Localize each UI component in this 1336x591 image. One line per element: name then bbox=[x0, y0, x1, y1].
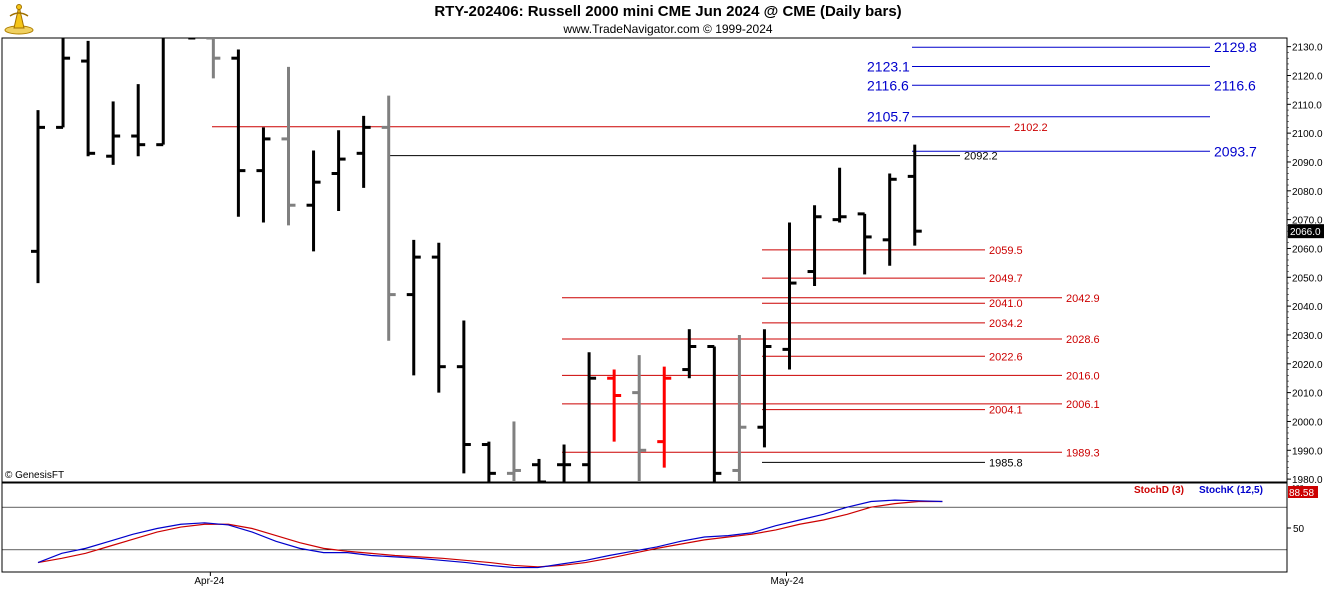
stoch-k-line bbox=[37, 499, 943, 569]
ohlc-bar bbox=[607, 369, 622, 442]
chart-subtitle: www.TradeNavigator.com © 1999-2024 bbox=[563, 22, 773, 36]
ohlc-bar bbox=[857, 212, 872, 275]
price-tick-label: 2110.0 bbox=[1292, 100, 1322, 111]
level-label: 2049.7 bbox=[989, 273, 1023, 285]
ohlc-bar bbox=[231, 49, 246, 217]
level-label: 2059.5 bbox=[989, 245, 1023, 257]
price-axis: 2129.8 2123.1 2116.6 2116.6 2105.7 2102.2 2093… bbox=[867, 39, 1324, 486]
genesis-logo-icon bbox=[4, 4, 34, 35]
ohlc-bar bbox=[682, 329, 697, 379]
ohlc-bar bbox=[381, 95, 396, 341]
price-tick-label: 2120.0 bbox=[1292, 71, 1323, 82]
stoch-d-line bbox=[37, 500, 943, 568]
last-price-box bbox=[1288, 224, 1324, 239]
time-tick-label: May-24 bbox=[771, 576, 805, 587]
ohlc-bar bbox=[832, 167, 847, 223]
price-tick-label: 2100.0 bbox=[1292, 129, 1323, 140]
ohlc-bar bbox=[256, 127, 271, 223]
time-tick-label: Apr-24 bbox=[194, 576, 224, 587]
level-label: 2123.1 bbox=[867, 59, 910, 75]
level-label: 2016.0 bbox=[1066, 370, 1100, 382]
chart-frames bbox=[1, 37, 1288, 573]
ohlc-bar bbox=[431, 242, 446, 393]
level-label: 2093.7 bbox=[1214, 143, 1257, 159]
level-label: 2116.6 bbox=[1214, 77, 1256, 93]
ohlc-bar bbox=[807, 205, 822, 286]
level-label: 2042.9 bbox=[1066, 293, 1100, 305]
level-label: 2028.6 bbox=[1066, 334, 1100, 346]
price-tick-label: 2080.0 bbox=[1292, 187, 1323, 198]
price-tick-label: 2010.0 bbox=[1292, 389, 1323, 400]
level-label: 2041.0 bbox=[989, 298, 1023, 310]
ohlc-bar bbox=[732, 334, 747, 482]
ohlc-bar bbox=[156, 38, 165, 147]
ohlc-bar bbox=[281, 66, 296, 226]
ohlc-bar bbox=[907, 144, 922, 246]
ohlc-bar bbox=[882, 173, 897, 266]
price-tick-label: 2070.0 bbox=[1292, 216, 1323, 227]
ohlc-bar bbox=[557, 444, 572, 482]
price-tick-label: 2050.0 bbox=[1292, 273, 1323, 284]
price-tick-label: 2040.0 bbox=[1292, 302, 1323, 313]
stoch-axis-label: 50 bbox=[1293, 524, 1305, 535]
stoch-value-label: 88.58 bbox=[1289, 488, 1314, 499]
price-tick-label: 1980.0 bbox=[1292, 475, 1323, 486]
time-axis: Apr-24 May-24 bbox=[194, 572, 804, 587]
ohlc-bar bbox=[481, 441, 496, 482]
price-tick-label: 2000.0 bbox=[1292, 417, 1323, 428]
ohlc-bar bbox=[56, 38, 71, 129]
chart-header: RTY-202406: Russell 2000 mini CME Jun 20… bbox=[0, 0, 1336, 38]
level-label: 2105.7 bbox=[867, 109, 910, 125]
price-plot-frame bbox=[1, 37, 1288, 483]
chart-title: RTY-202406: Russell 2000 mini CME Jun 20… bbox=[434, 3, 902, 20]
ohlc-bar bbox=[632, 355, 647, 482]
price-tick-label: 2020.0 bbox=[1292, 360, 1323, 371]
stoch-d-legend: StochD (3) bbox=[1134, 485, 1184, 496]
ohlc-bar bbox=[707, 344, 722, 482]
level-label: 1989.3 bbox=[1066, 447, 1100, 459]
level-lines bbox=[212, 46, 1210, 463]
ohlc-bar bbox=[106, 101, 121, 165]
stoch-k-legend: StochK (12,5) bbox=[1199, 485, 1263, 496]
ohlc-bar bbox=[188, 38, 196, 40]
level-label: 2034.2 bbox=[989, 318, 1023, 330]
stoch-plot-frame bbox=[1, 482, 1288, 573]
stoch-value-box bbox=[1288, 486, 1318, 498]
ohlc-bars bbox=[31, 38, 922, 482]
ohlc-bar bbox=[406, 239, 421, 376]
ohlc-bar bbox=[456, 320, 471, 474]
level-label: 2006.1 bbox=[1066, 399, 1100, 411]
ohlc-bar bbox=[657, 366, 672, 468]
ohlc-bar bbox=[506, 421, 521, 482]
ohlc-bar bbox=[582, 352, 597, 482]
price-tick-label: 2130.0 bbox=[1292, 43, 1323, 54]
ohlc-bar bbox=[757, 329, 772, 448]
copyright-text: © GenesisFT bbox=[5, 470, 64, 481]
price-tick-label: 1990.0 bbox=[1292, 446, 1323, 457]
level-label: 2022.6 bbox=[989, 351, 1023, 363]
price-tick-label: 2090.0 bbox=[1292, 158, 1323, 169]
ohlc-bar bbox=[131, 84, 146, 157]
level-label: 2129.8 bbox=[1214, 39, 1257, 55]
ohlc-bar bbox=[31, 110, 45, 284]
price-tick-label: 2030.0 bbox=[1292, 331, 1323, 342]
last-price-label: 2066.0 bbox=[1290, 227, 1321, 238]
level-label: 2102.2 bbox=[1014, 122, 1048, 134]
ohlc-bar bbox=[206, 38, 221, 79]
ohlc-bar bbox=[81, 40, 96, 157]
level-label: 2116.6 bbox=[867, 77, 909, 93]
ohlc-bar bbox=[356, 115, 371, 188]
level-label: 2004.1 bbox=[989, 405, 1023, 417]
level-label: 1985.8 bbox=[989, 457, 1023, 469]
ohlc-bar bbox=[782, 222, 797, 370]
ohlc-bar bbox=[331, 130, 346, 211]
ohlc-bar bbox=[306, 150, 321, 252]
price-tick-label: 2060.0 bbox=[1292, 244, 1323, 255]
level-label: 2092.2 bbox=[964, 151, 998, 163]
ohlc-bar bbox=[532, 458, 546, 482]
